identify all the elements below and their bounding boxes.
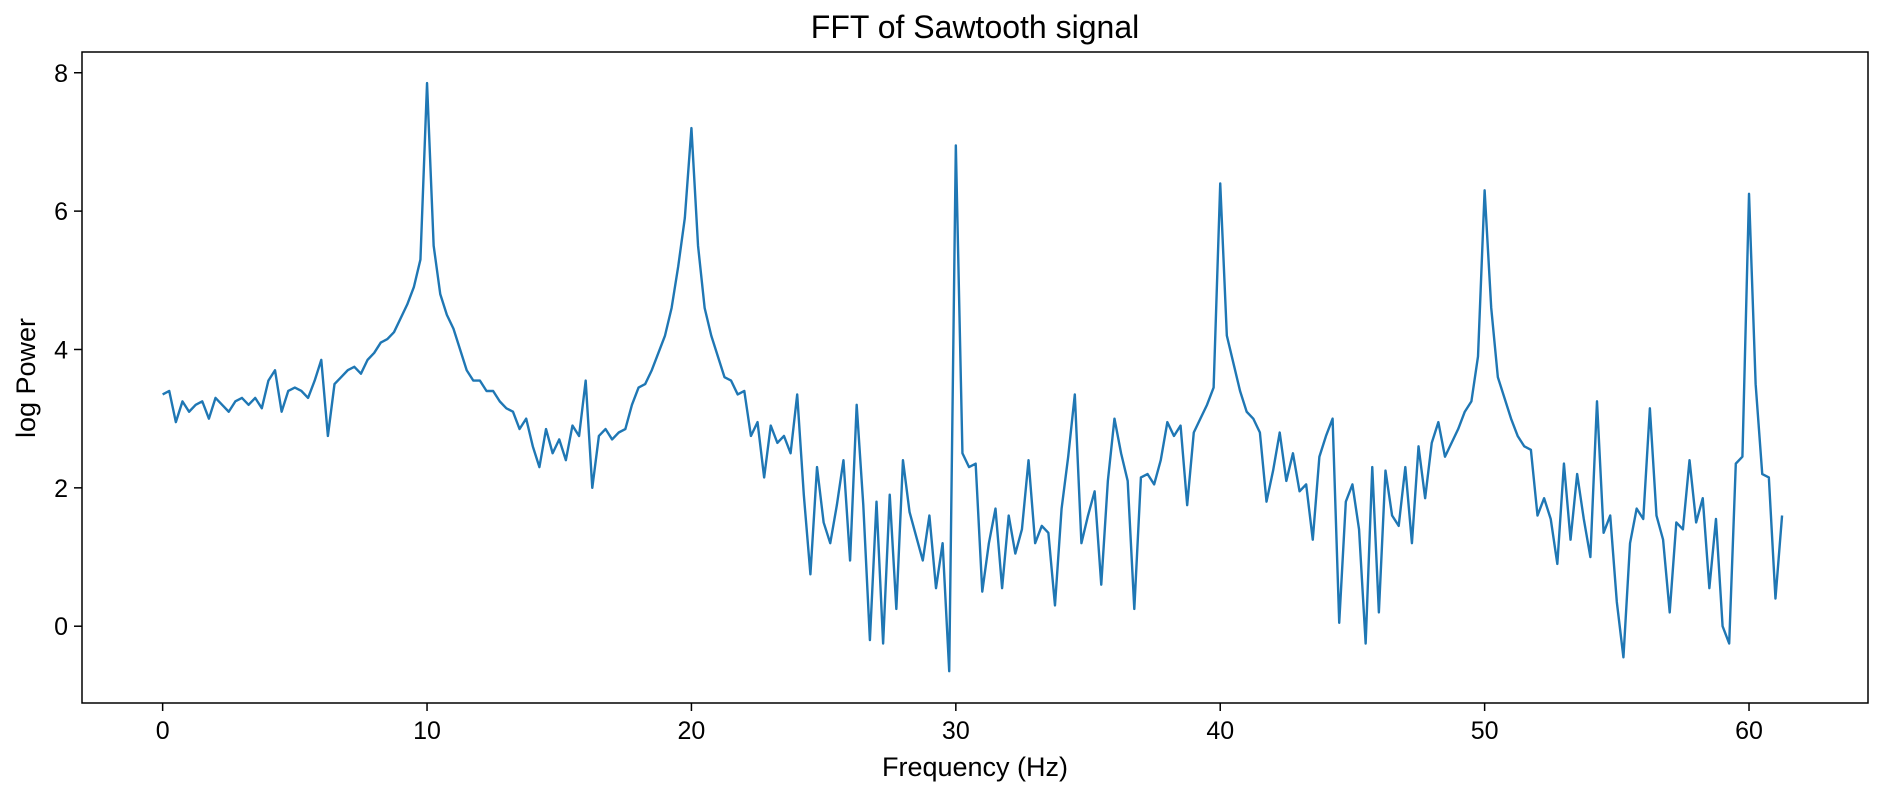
x-axis-label: Frequency (Hz) — [882, 752, 1068, 782]
chart-title: FFT of Sawtooth signal — [811, 9, 1139, 45]
y-tick-label: 8 — [54, 60, 68, 88]
x-tick-label: 20 — [678, 717, 706, 745]
x-tick-label: 10 — [413, 717, 441, 745]
y-tick-label: 2 — [54, 475, 68, 503]
x-tick-label: 30 — [942, 717, 970, 745]
plot-frame — [81, 51, 1869, 704]
y-axis-label: log Power — [11, 318, 41, 438]
y-tick-label: 4 — [54, 336, 68, 364]
x-tick-label: 60 — [1735, 717, 1763, 745]
x-tick-label: 0 — [156, 717, 170, 745]
line-series — [162, 81, 1784, 673]
y-tick-label: 6 — [54, 198, 68, 226]
y-tick-label: 0 — [54, 613, 68, 641]
x-tick-label: 40 — [1206, 717, 1234, 745]
x-tick-label: 50 — [1471, 717, 1499, 745]
